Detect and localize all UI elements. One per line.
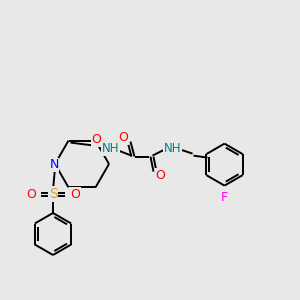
- Text: O: O: [70, 188, 80, 200]
- Text: NH: NH: [102, 142, 119, 155]
- Text: NH: NH: [164, 142, 181, 155]
- Text: F: F: [221, 191, 228, 204]
- Text: S: S: [49, 187, 57, 201]
- Text: N: N: [49, 158, 59, 172]
- Text: O: O: [26, 188, 36, 200]
- Text: O: O: [118, 131, 128, 144]
- Text: O: O: [156, 169, 165, 182]
- Text: O: O: [92, 133, 101, 146]
